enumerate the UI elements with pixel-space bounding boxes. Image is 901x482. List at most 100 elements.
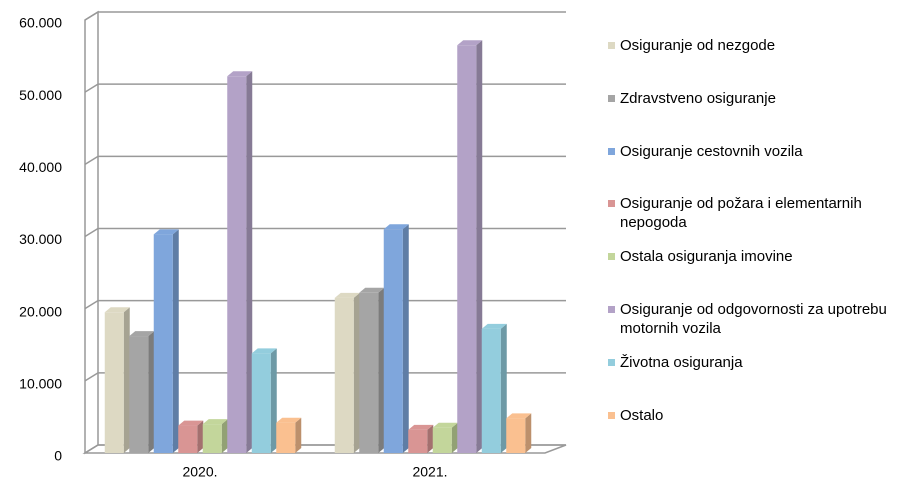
bar-side bbox=[246, 71, 253, 453]
bar-side bbox=[378, 287, 385, 453]
legend-label: Osiguranje cestovnih vozila bbox=[620, 142, 803, 160]
bar-front bbox=[153, 234, 173, 453]
bar-top bbox=[334, 292, 360, 298]
bar-side bbox=[451, 422, 458, 453]
bar-side bbox=[500, 323, 507, 453]
bar bbox=[251, 348, 277, 453]
legend-swatch bbox=[608, 42, 615, 49]
grid-line bbox=[84, 11, 566, 21]
bar-side bbox=[148, 331, 155, 453]
legend-item: Osiguranje od odgovornosti za upotrebu m… bbox=[608, 300, 897, 338]
legend-label: Osiguranje od odgovornosti za upotrebu m… bbox=[620, 301, 887, 337]
bar bbox=[506, 413, 532, 453]
bar-front bbox=[178, 425, 198, 453]
bar-top bbox=[359, 287, 385, 293]
bar-front bbox=[481, 328, 501, 453]
legend-label: Ostalo bbox=[620, 406, 664, 424]
bar-top bbox=[383, 224, 409, 230]
bar-front bbox=[457, 45, 477, 454]
legend-swatch bbox=[608, 200, 615, 208]
y-tick-label: 20.000 bbox=[19, 303, 62, 319]
bar bbox=[227, 71, 253, 453]
bar-top bbox=[153, 229, 179, 235]
bar bbox=[202, 419, 228, 453]
bar-side bbox=[123, 307, 130, 453]
bar-front bbox=[383, 229, 403, 453]
y-tick-label: 60.000 bbox=[19, 15, 62, 31]
bar-front bbox=[408, 429, 428, 453]
bar-top bbox=[481, 323, 507, 329]
bar-top bbox=[457, 40, 483, 46]
legend-item: Zdravstveno osiguranje bbox=[608, 89, 897, 108]
legend-swatch bbox=[608, 358, 615, 366]
bar-side bbox=[197, 420, 204, 453]
y-tick-label: 10.000 bbox=[19, 376, 62, 392]
legend-swatch bbox=[608, 411, 615, 419]
legend-item: Ostalo bbox=[608, 406, 897, 425]
bar-side bbox=[427, 424, 434, 453]
x-tick-label: 2020. bbox=[182, 464, 217, 480]
bar-side bbox=[295, 417, 302, 453]
grid-line bbox=[84, 372, 566, 382]
legend-item: Osiguranje od požara i elementarnih nepo… bbox=[608, 194, 897, 232]
legend-label: Životna osiguranja bbox=[620, 353, 743, 371]
legend-swatch bbox=[608, 147, 615, 155]
bar-top bbox=[178, 420, 204, 426]
legend-swatch bbox=[608, 94, 615, 102]
bar bbox=[359, 287, 385, 453]
bar-front bbox=[227, 76, 247, 453]
bar bbox=[129, 331, 155, 453]
bar-side bbox=[525, 413, 532, 453]
bar bbox=[457, 40, 483, 454]
grid-line bbox=[84, 83, 566, 93]
bar-top bbox=[202, 419, 228, 425]
grid-line bbox=[84, 227, 566, 238]
y-tick-label: 30.000 bbox=[19, 231, 62, 247]
bar-top bbox=[104, 307, 130, 313]
legend-label: Osiguranje od nezgode bbox=[620, 37, 776, 54]
bar bbox=[178, 420, 204, 453]
bar-front bbox=[359, 292, 379, 453]
legend-item: Životna osiguranja bbox=[608, 353, 897, 372]
bar-top bbox=[506, 413, 532, 419]
bar-top bbox=[251, 348, 277, 354]
bar-front bbox=[104, 312, 124, 453]
legend-swatch bbox=[608, 253, 615, 261]
grid-line bbox=[84, 155, 566, 165]
y-tick-label: 40.000 bbox=[19, 159, 62, 175]
x-tick-label: 2021. bbox=[412, 464, 447, 480]
bar bbox=[383, 224, 409, 453]
bar-side bbox=[172, 229, 179, 453]
bar-front bbox=[334, 297, 354, 453]
legend-label: Zdravstveno osiguranje bbox=[620, 89, 776, 107]
bar-front bbox=[506, 418, 526, 453]
y-tick-label: 50.000 bbox=[19, 87, 62, 103]
bar-top bbox=[276, 417, 302, 423]
bar-side bbox=[353, 292, 360, 453]
bar-top bbox=[408, 424, 434, 430]
bar-front bbox=[276, 422, 296, 453]
legend-label: Ostala osiguranja imovine bbox=[620, 248, 793, 266]
bar-top bbox=[432, 422, 458, 428]
bar bbox=[408, 424, 434, 453]
bar bbox=[153, 229, 179, 453]
bar-side bbox=[402, 224, 409, 453]
bar-top bbox=[129, 331, 155, 337]
bar bbox=[481, 323, 507, 453]
legend-swatch bbox=[608, 306, 615, 313]
bar-side bbox=[221, 419, 228, 453]
legend-label: Osiguranje od požara i elementarnih nepo… bbox=[620, 195, 862, 232]
grid-line bbox=[84, 299, 566, 310]
bar bbox=[432, 422, 458, 453]
legend-item: Osiguranje od nezgode bbox=[608, 36, 897, 55]
bar-front bbox=[129, 336, 149, 453]
bar bbox=[334, 292, 360, 453]
legend-item: Osiguranje cestovnih vozila bbox=[608, 142, 897, 161]
bar-side bbox=[270, 348, 277, 453]
bar-front bbox=[432, 427, 452, 453]
bar bbox=[104, 307, 130, 453]
bar bbox=[276, 417, 302, 453]
bar-top bbox=[227, 71, 253, 77]
